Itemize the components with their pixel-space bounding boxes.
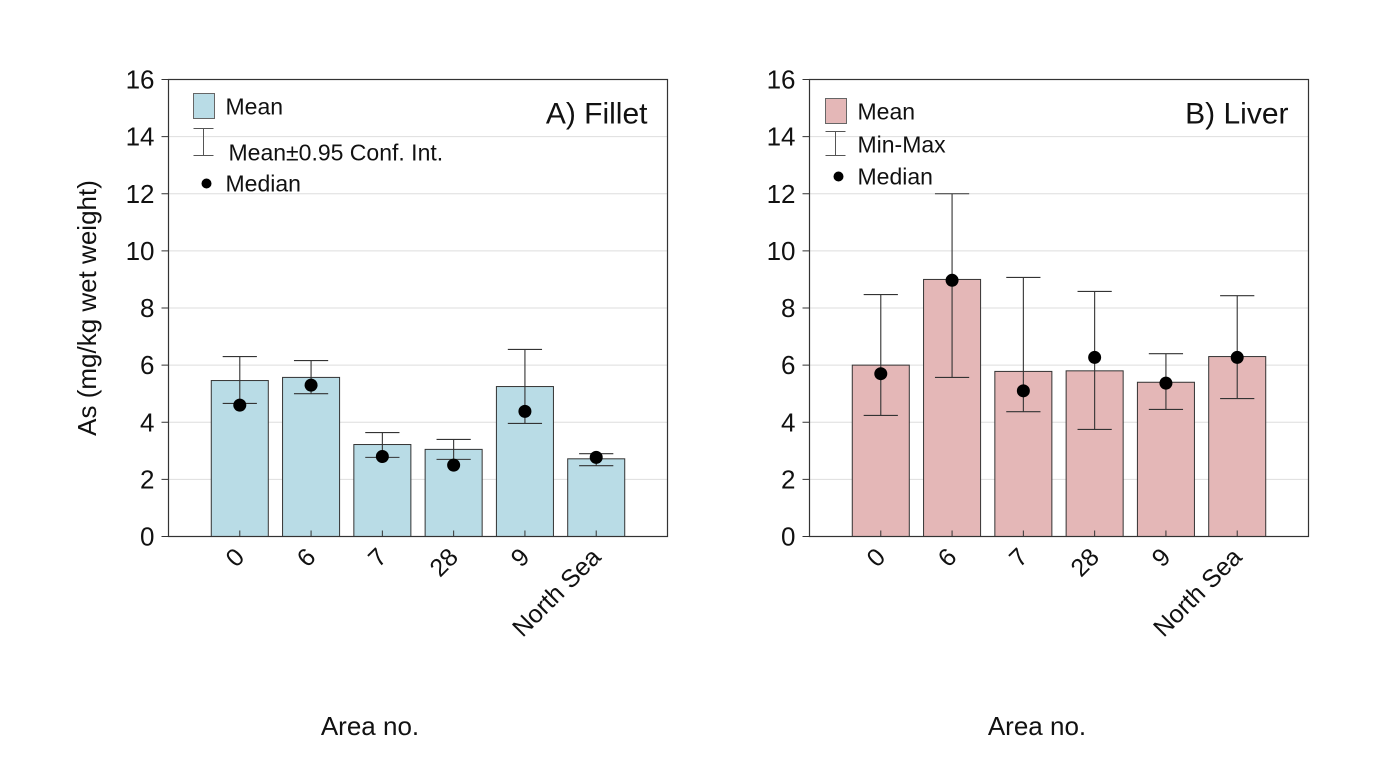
median-point — [1016, 384, 1030, 398]
y-tick-label: 4 — [140, 407, 154, 437]
bar-6 — [282, 376, 341, 537]
x-axis-title: Area no. — [988, 711, 1086, 741]
y-axis-ticks: 0 2 4 6 8 10 12 14 16 — [126, 65, 169, 552]
legend: Mean Min-Max Median — [825, 98, 947, 190]
median-points — [233, 378, 603, 472]
median-point — [233, 398, 247, 412]
median-point — [375, 450, 389, 464]
legend-median-label: Median — [226, 171, 301, 197]
error-bar — [1220, 295, 1255, 400]
legend-median-icon — [833, 171, 844, 182]
y-axis-ticks: 0 2 4 6 8 10 12 14 16 — [767, 65, 810, 552]
x-tick-label: 0 — [220, 543, 250, 573]
median-point — [304, 378, 318, 392]
y-tick-label: 6 — [140, 350, 154, 380]
median-points — [874, 273, 1244, 398]
legend-errorbar-icon — [193, 128, 214, 156]
error-bar — [863, 294, 898, 416]
bars — [210, 376, 626, 537]
median-point — [1088, 350, 1102, 364]
y-tick-label: 14 — [126, 122, 155, 152]
error-bars — [222, 348, 614, 467]
x-tick-label: 7 — [1004, 543, 1034, 573]
x-tick-label: 28 — [1065, 543, 1104, 582]
x-tick-label: 28 — [424, 543, 463, 582]
y-tick-label: 0 — [140, 522, 154, 552]
panel-title: A) Fillet — [546, 98, 648, 131]
median-point — [1159, 376, 1173, 390]
y-tick-label: 6 — [781, 350, 795, 380]
y-tick-label: 10 — [767, 236, 796, 266]
y-tick-label: 12 — [126, 179, 155, 209]
x-tick-label: 0 — [861, 543, 891, 573]
y-tick-label: 8 — [140, 293, 154, 323]
median-point — [589, 450, 603, 464]
y-tick-label: 16 — [126, 65, 155, 95]
y-tick-label: 4 — [781, 407, 795, 437]
legend-mean-swatch — [825, 98, 847, 124]
median-point — [945, 273, 959, 287]
y-axis-title: As (mg/kg wet weight) — [72, 180, 102, 436]
y-tick-label: 0 — [781, 522, 795, 552]
y-tick-label: 14 — [767, 122, 796, 152]
median-point — [874, 367, 888, 381]
bar-north-sea — [567, 458, 626, 537]
x-tick-label: 6 — [933, 543, 963, 573]
y-tick-label: 16 — [767, 65, 796, 95]
x-axis-title: Area no. — [321, 711, 419, 741]
x-tick-label: 7 — [363, 543, 393, 573]
legend-mean-swatch — [193, 93, 215, 119]
panel-title: B) Liver — [1185, 98, 1288, 131]
median-point — [447, 458, 461, 472]
y-tick-label: 12 — [767, 179, 796, 209]
x-tick-label: 9 — [1147, 543, 1177, 573]
y-tick-label: 10 — [126, 236, 155, 266]
y-tick-label: 8 — [781, 293, 795, 323]
legend: Mean Mean±0.95 Conf. Int. Median — [193, 93, 444, 197]
legend-median-icon — [201, 178, 212, 189]
legend-median-label: Median — [858, 164, 933, 190]
x-tick-label: 6 — [292, 543, 322, 573]
median-point — [518, 404, 532, 418]
error-bars — [863, 193, 1255, 430]
legend-errorbar-label: Mean±0.95 Conf. Int. — [229, 140, 444, 166]
legend-mean-label: Mean — [858, 99, 916, 125]
legend-errorbar-icon — [825, 131, 846, 156]
legend-mean-label: Mean — [226, 94, 284, 120]
y-tick-label: 2 — [140, 464, 154, 494]
y-tick-label: 2 — [781, 464, 795, 494]
x-tick-label: 9 — [506, 543, 536, 573]
median-point — [1230, 350, 1244, 364]
bars — [851, 278, 1267, 538]
legend-errorbar-label: Min-Max — [858, 132, 947, 158]
